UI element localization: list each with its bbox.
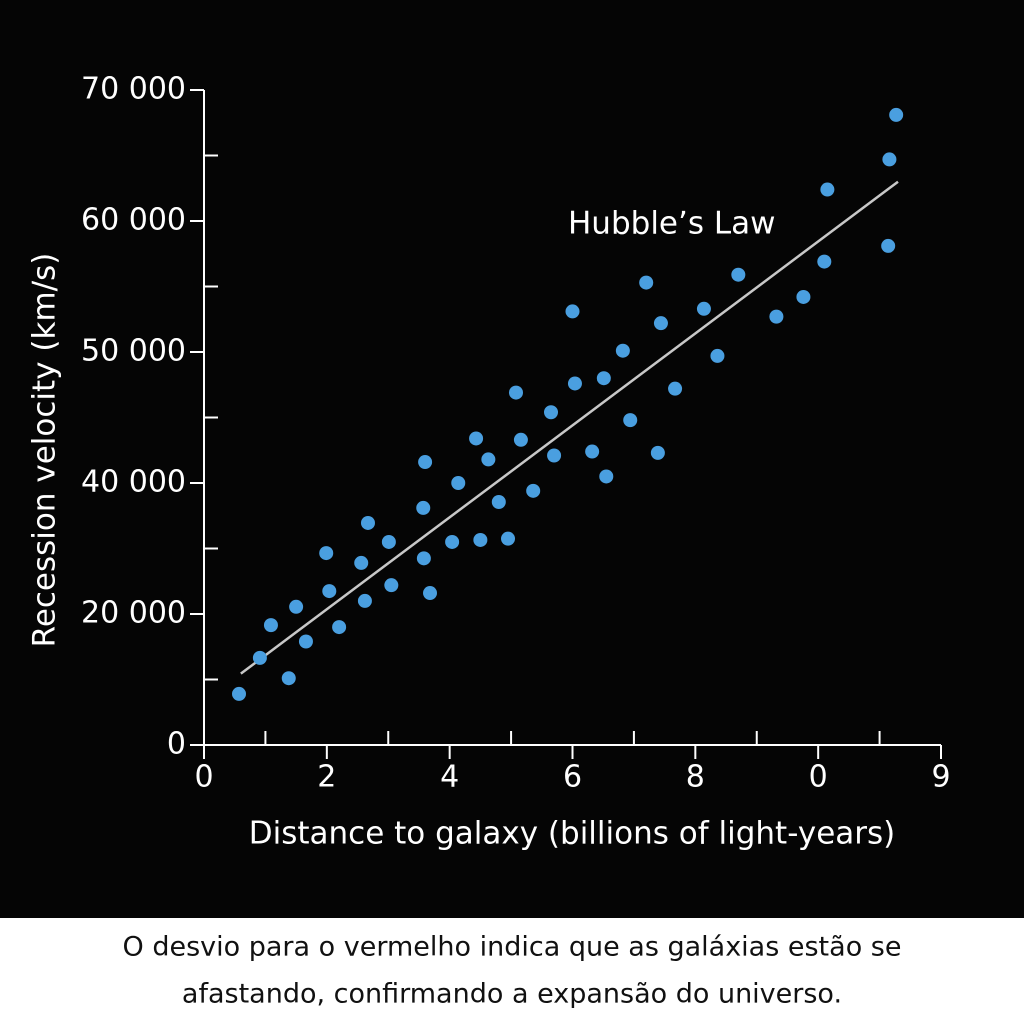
data-point bbox=[322, 584, 337, 599]
data-point bbox=[817, 254, 832, 269]
x-axis-title: Distance to galaxy (billions of light-ye… bbox=[249, 816, 896, 852]
y-tick-label: 0 bbox=[167, 727, 186, 762]
y-tick-label: 60 000 bbox=[81, 203, 186, 238]
data-point bbox=[547, 448, 562, 463]
data-point bbox=[281, 671, 296, 686]
x-tick-label: 0 bbox=[809, 760, 828, 795]
x-tick-label: 0 bbox=[194, 760, 213, 795]
data-point bbox=[354, 555, 369, 570]
data-point bbox=[360, 515, 375, 530]
data-point bbox=[585, 444, 600, 459]
data-point bbox=[544, 405, 559, 420]
data-point bbox=[526, 483, 541, 498]
data-point bbox=[615, 343, 630, 358]
data-point bbox=[623, 413, 638, 428]
caption-line: O desvio para o vermelho indica que as g… bbox=[123, 932, 902, 963]
data-point bbox=[731, 267, 746, 282]
caption-background bbox=[0, 918, 1024, 1024]
fit-line bbox=[240, 180, 899, 675]
data-point bbox=[882, 152, 897, 167]
data-point bbox=[423, 586, 438, 601]
data-point bbox=[445, 534, 460, 549]
data-point bbox=[319, 546, 334, 561]
data-point bbox=[252, 650, 267, 665]
data-point bbox=[696, 301, 711, 316]
x-tick-label: 6 bbox=[563, 760, 582, 795]
data-point bbox=[384, 578, 399, 593]
data-point bbox=[501, 531, 516, 546]
data-point bbox=[796, 289, 811, 304]
y-tick-label: 50 000 bbox=[81, 334, 186, 369]
data-point bbox=[889, 107, 904, 122]
data-point bbox=[451, 476, 466, 490]
caption-line: afastando, confirmando a expansão do uni… bbox=[182, 979, 842, 1010]
y-tick-label: 40 000 bbox=[81, 465, 186, 500]
data-point bbox=[820, 182, 835, 197]
annotation: Hubble’s Law bbox=[568, 206, 775, 242]
data-point bbox=[418, 455, 433, 470]
y-tick-label: 70 000 bbox=[81, 72, 186, 107]
data-point bbox=[263, 618, 278, 633]
data-point bbox=[596, 371, 611, 386]
data-point bbox=[881, 238, 896, 253]
data-point bbox=[289, 599, 304, 614]
x-tick-label: 2 bbox=[317, 760, 336, 795]
data-point bbox=[567, 376, 582, 391]
data-point bbox=[232, 686, 247, 701]
data-point bbox=[508, 385, 523, 400]
data-point bbox=[491, 494, 506, 509]
data-point bbox=[381, 534, 396, 549]
data-point bbox=[650, 445, 665, 460]
data-point bbox=[710, 348, 725, 363]
data-point bbox=[332, 620, 347, 635]
x-tick-label: 8 bbox=[686, 760, 705, 795]
data-point bbox=[357, 593, 372, 608]
data-point bbox=[513, 432, 528, 447]
data-point bbox=[473, 532, 488, 547]
y-axis-title: Recession velocity (km/s) bbox=[27, 253, 63, 648]
data-point bbox=[599, 469, 614, 484]
chart-background bbox=[0, 0, 1024, 918]
data-point bbox=[639, 275, 654, 290]
x-tick-label: 4 bbox=[440, 760, 459, 795]
data-point bbox=[469, 431, 484, 446]
data-point bbox=[653, 316, 668, 331]
data-point bbox=[565, 304, 580, 319]
y-tick-label: 20 000 bbox=[81, 596, 186, 631]
x-tick-label: 9 bbox=[931, 760, 950, 795]
data-point bbox=[416, 551, 431, 566]
data-point bbox=[481, 452, 496, 467]
data-point bbox=[769, 309, 784, 324]
data-point bbox=[416, 500, 431, 515]
data-point bbox=[298, 634, 313, 649]
data-point bbox=[668, 381, 683, 396]
